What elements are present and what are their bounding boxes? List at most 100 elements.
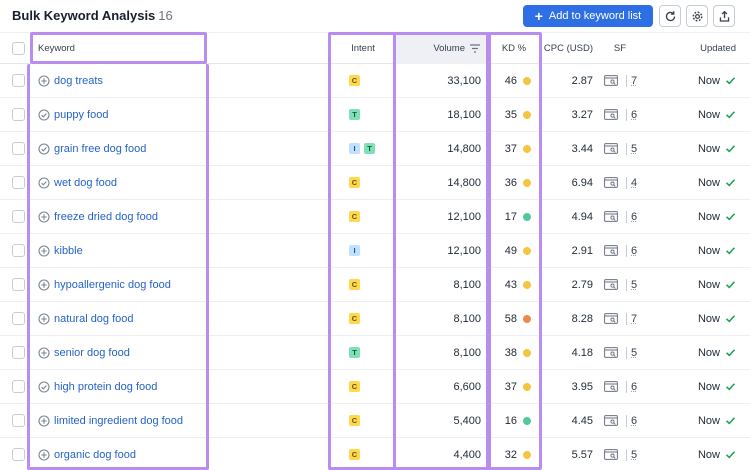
serp-feature-icon[interactable] xyxy=(604,245,618,256)
sf-count[interactable]: 7 xyxy=(626,312,637,325)
serp-feature-icon[interactable] xyxy=(604,109,618,120)
table-row[interactable]: grain free dog food I T 14,800 37 3.44 5 Now xyxy=(0,132,750,166)
table-row[interactable]: senior dog food T 8,100 38 4.18 5 Now xyxy=(0,336,750,370)
plus-circle-icon[interactable] xyxy=(38,244,50,257)
serp-feature-icon[interactable] xyxy=(604,143,618,154)
check-circle-icon[interactable] xyxy=(38,108,50,121)
updated-value: Now xyxy=(697,278,720,291)
row-checkbox[interactable] xyxy=(12,414,25,427)
kd-indicator xyxy=(523,144,531,153)
table-row[interactable]: puppy food T 18,100 35 3.27 6 Now xyxy=(0,98,750,132)
column-keyword[interactable]: Keyword xyxy=(38,43,75,54)
plus-circle-icon[interactable] xyxy=(38,346,50,359)
serp-feature-icon[interactable] xyxy=(604,415,618,426)
page-title: Bulk Keyword Analysis 16 xyxy=(12,8,173,23)
serp-feature-icon[interactable] xyxy=(604,381,618,392)
row-checkbox[interactable] xyxy=(12,108,25,121)
serp-feature-icon[interactable] xyxy=(604,177,618,188)
kd-value: 43 xyxy=(504,278,517,291)
sf-count[interactable]: 6 xyxy=(626,210,637,223)
cpc-cell: 4.45 xyxy=(571,414,593,427)
row-checkbox[interactable] xyxy=(12,380,25,393)
serp-feature-icon[interactable] xyxy=(604,347,618,358)
select-all-checkbox[interactable] xyxy=(12,42,25,55)
column-kd[interactable]: KD % xyxy=(501,43,527,54)
table-row[interactable]: wet dog food C 14,800 36 6.94 4 Now xyxy=(0,166,750,200)
volume-cell: 18,100 xyxy=(447,108,481,121)
check-circle-icon[interactable] xyxy=(38,380,50,393)
refresh-button[interactable] xyxy=(659,5,681,27)
keyword-link[interactable]: organic dog food xyxy=(54,448,136,461)
sf-count[interactable]: 4 xyxy=(626,176,637,189)
row-checkbox[interactable] xyxy=(12,176,25,189)
row-checkbox[interactable] xyxy=(12,210,25,223)
check-circle-icon[interactable] xyxy=(38,142,50,155)
plus-circle-icon[interactable] xyxy=(38,210,50,223)
plus-circle-icon[interactable] xyxy=(38,312,50,325)
keyword-cell: kibble xyxy=(38,234,83,267)
table-row[interactable]: limited ingredient dog food C 5,400 16 4.45 6… xyxy=(0,404,750,438)
updated-value: Now xyxy=(697,448,720,461)
serp-feature-icon[interactable] xyxy=(604,211,618,222)
export-button[interactable] xyxy=(713,5,735,27)
keyword-link[interactable]: freeze dried dog food xyxy=(54,210,158,223)
table-row[interactable]: freeze dried dog food C 12,100 17 4.94 6 Now xyxy=(0,200,750,234)
serp-feature-icon[interactable] xyxy=(604,449,618,460)
plus-circle-icon[interactable] xyxy=(38,448,50,461)
intent-badge: I xyxy=(349,245,360,256)
keyword-link[interactable]: kibble xyxy=(54,244,83,257)
sf-count[interactable]: 7 xyxy=(626,74,637,87)
table-row[interactable]: high protein dog food C 6,600 37 3.95 6 Now xyxy=(0,370,750,404)
plus-circle-icon[interactable] xyxy=(38,414,50,427)
serp-feature-icon[interactable] xyxy=(604,313,618,324)
serp-feature-icon[interactable] xyxy=(604,75,618,86)
table-row[interactable]: hypoallergenic dog food C 8,100 43 2.79 5 Now xyxy=(0,268,750,302)
column-updated[interactable]: Updated xyxy=(700,43,736,54)
intent-badge: T xyxy=(364,143,375,154)
keyword-link[interactable]: wet dog food xyxy=(54,176,117,189)
table-row[interactable]: organic dog food C 4,400 32 5.57 5 Now xyxy=(0,438,750,470)
row-checkbox[interactable] xyxy=(12,448,25,461)
plus-circle-icon[interactable] xyxy=(38,278,50,291)
row-checkbox[interactable] xyxy=(12,74,25,87)
column-cpc[interactable]: CPC (USD) xyxy=(543,43,593,54)
table-row[interactable]: dog treats C 33,100 46 2.87 7 Now xyxy=(0,64,750,98)
row-checkbox[interactable] xyxy=(12,142,25,155)
keyword-link[interactable]: high protein dog food xyxy=(54,380,158,393)
plus-circle-icon[interactable] xyxy=(38,74,50,87)
row-checkbox[interactable] xyxy=(12,244,25,257)
column-intent[interactable]: Intent xyxy=(351,43,375,54)
keyword-link[interactable]: grain free dog food xyxy=(54,142,147,155)
keyword-link[interactable]: puppy food xyxy=(54,108,109,121)
column-sf[interactable]: SF xyxy=(613,43,627,54)
sf-count[interactable]: 6 xyxy=(626,414,637,427)
keyword-link[interactable]: dog treats xyxy=(54,74,103,87)
sf-count[interactable]: 6 xyxy=(626,380,637,393)
keyword-link[interactable]: limited ingredient dog food xyxy=(54,414,184,427)
row-checkbox[interactable] xyxy=(12,312,25,325)
updated-value: Now xyxy=(697,210,720,223)
sf-count[interactable]: 6 xyxy=(626,108,637,121)
sf-count[interactable]: 5 xyxy=(626,278,637,291)
settings-button[interactable] xyxy=(686,5,708,27)
intent-badge: C xyxy=(349,75,360,86)
keyword-link[interactable]: natural dog food xyxy=(54,312,134,325)
check-circle-icon[interactable] xyxy=(38,176,50,189)
add-to-keyword-list-button[interactable]: + Add to keyword list xyxy=(523,5,653,27)
sf-count[interactable]: 5 xyxy=(626,346,637,359)
row-checkbox[interactable] xyxy=(12,278,25,291)
table-row[interactable]: natural dog food C 8,100 58 8.28 7 Now xyxy=(0,302,750,336)
table-row[interactable]: kibble I 12,100 49 2.91 6 Now xyxy=(0,234,750,268)
serp-feature-icon[interactable] xyxy=(604,279,618,290)
column-volume[interactable]: Volume xyxy=(396,33,488,64)
intent-cell: C xyxy=(349,370,364,403)
keyword-link[interactable]: senior dog food xyxy=(54,346,130,359)
keyword-link[interactable]: hypoallergenic dog food xyxy=(54,278,171,291)
kd-indicator xyxy=(523,382,531,391)
row-checkbox[interactable] xyxy=(12,346,25,359)
intent-cell: C xyxy=(349,268,364,301)
sf-count[interactable]: 6 xyxy=(626,244,637,257)
intent-cell: C xyxy=(349,64,364,97)
sf-count[interactable]: 5 xyxy=(626,448,637,461)
sf-count[interactable]: 5 xyxy=(626,142,637,155)
